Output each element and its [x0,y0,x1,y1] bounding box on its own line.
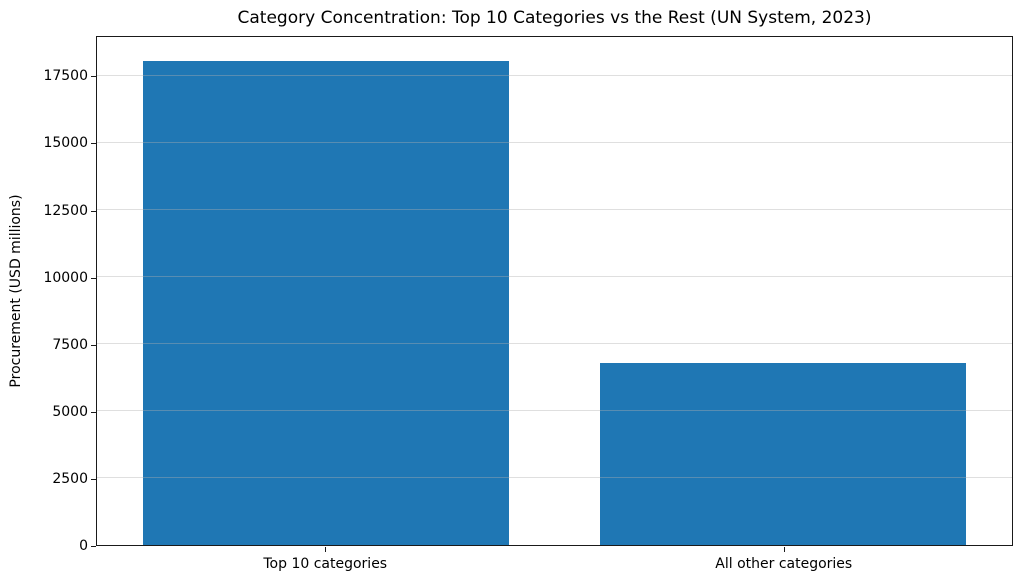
x-tick-label-1: All other categories [715,556,853,572]
y-tick-mark-12500 [91,210,96,212]
plot-area [96,36,1013,546]
y-tick-mark-0 [91,546,96,547]
y-tick-label-5000: 5000 [52,403,88,420]
bar-0 [142,61,509,545]
y-tick-label-7500: 7500 [52,336,88,353]
y-tick-label-0: 0 [79,538,88,554]
y-axis-label: Procurement (USD millions) [8,194,24,388]
gridline-15000 [97,141,1012,143]
bar-1 [600,363,967,545]
y-tick-mark-10000 [91,277,96,279]
y-tick-mark-5000 [91,411,96,413]
x-tick-mark-1 [783,547,785,552]
x-tick-mark-0 [325,547,327,552]
x-tick-label-0: Top 10 categories [263,556,388,572]
y-tick-mark-7500 [91,344,96,346]
y-tick-mark-2500 [91,478,96,480]
y-tick-label-2500: 2500 [52,470,88,487]
chart-title: Category Concentration: Top 10 Categorie… [237,8,872,28]
y-tick-label-15000: 15000 [43,135,88,152]
y-tick-label-10000: 10000 [43,269,88,286]
gridline-10000 [97,276,1012,278]
gridline-17500 [97,74,1012,76]
y-tick-label-17500: 17500 [43,68,88,85]
gridline-12500 [97,209,1012,211]
gridline-5000 [97,410,1012,412]
y-tick-mark-15000 [91,143,96,145]
y-tick-label-12500: 12500 [43,202,88,219]
gridline-7500 [97,343,1012,345]
gridline-2500 [97,477,1012,479]
y-tick-mark-17500 [91,76,96,78]
